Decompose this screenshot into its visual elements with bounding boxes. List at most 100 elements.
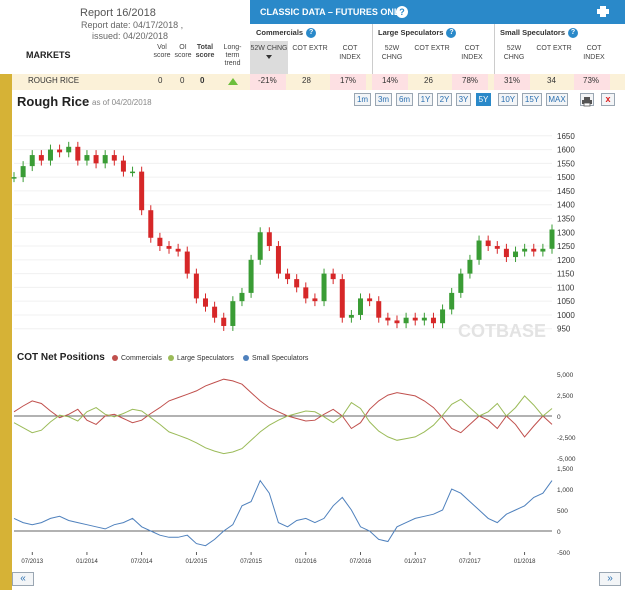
col-vol-score: Vol score: [153, 44, 171, 59]
candle-body: [458, 273, 464, 293]
candle-body: [157, 237, 163, 247]
range-button-3m[interactable]: 3m: [375, 93, 392, 106]
candle-body: [175, 248, 181, 252]
range-button-1y[interactable]: 1Y: [418, 93, 433, 106]
candle-body: [102, 155, 108, 164]
col-comm-cot-index[interactable]: COT INDEX: [339, 45, 361, 61]
help-icon[interactable]: ?: [568, 28, 579, 39]
scroll-left-button[interactable]: «: [12, 572, 34, 586]
candle-body: [376, 301, 382, 318]
price-tick-label: 1650: [557, 132, 575, 141]
comm-extr-value: 28: [302, 76, 311, 85]
x-tick-label: 07/2017: [459, 559, 481, 565]
price-tick-label: 1200: [557, 256, 575, 265]
vol-score-value: 0: [158, 76, 163, 85]
range-button-3y[interactable]: 3Y: [456, 93, 471, 106]
table-row[interactable]: ROUGH RICE 0 0 0 -21% 28 17% 14% 26 78% …: [12, 74, 625, 90]
range-button-1m[interactable]: 1m: [354, 93, 371, 106]
scroll-right-button[interactable]: »: [599, 572, 621, 586]
print-icon[interactable]: [597, 6, 609, 17]
help-icon[interactable]: ?: [396, 6, 408, 18]
candle-body: [84, 155, 90, 161]
x-tick-label: 07/2013: [21, 559, 43, 565]
chart-print-button[interactable]: [580, 93, 594, 107]
price-tick-label: 1300: [557, 228, 575, 237]
classic-data-title: CLASSIC DATA – FUTURES ONLY: [260, 7, 405, 17]
markets-label: MARKETS: [26, 50, 71, 60]
candle-body: [11, 177, 17, 179]
cot-tick-label: 5,000: [557, 372, 574, 379]
series-line-commercials: [13, 378, 553, 438]
cot-tick-label: -2,500: [557, 435, 576, 442]
candle-body: [166, 246, 172, 249]
candle-body: [312, 298, 318, 302]
report-date: Report date: 04/17/2018 ,: [81, 20, 184, 30]
col-comm-cot-extr[interactable]: COT EXTR: [292, 45, 328, 52]
group-divider: [372, 24, 373, 74]
candle-body: [266, 232, 272, 247]
col-small-cot-extr[interactable]: COT EXTR: [536, 45, 572, 52]
help-icon[interactable]: ?: [306, 28, 317, 39]
range-button-6m[interactable]: 6m: [396, 93, 413, 106]
cot-tick-label: -5,000: [557, 456, 576, 463]
x-tick-label: 07/2016: [350, 559, 372, 565]
report-header: Report 16/2018 Report date: 04/17/2018 ,…: [0, 0, 252, 74]
col-small-52w-chng[interactable]: 52W CHNG: [503, 45, 525, 61]
price-tick-label: 1250: [557, 242, 575, 251]
col-long-term-trend: Long-term trend: [223, 44, 242, 67]
print-icon: [582, 97, 592, 107]
legend-commercials[interactable]: Commercials: [112, 355, 162, 362]
candle-body: [476, 240, 482, 260]
col-total-score: Total score: [195, 44, 215, 59]
price-tick-label: 1450: [557, 187, 575, 196]
candle-body: [93, 155, 99, 164]
price-tick-label: 1000: [557, 311, 575, 320]
series-line-large-speculators: [13, 395, 553, 455]
legend-small-speculators[interactable]: Small Speculators: [243, 355, 308, 362]
candle-body: [321, 273, 327, 302]
candle-body: [549, 229, 555, 249]
cot-title: COT Net Positions: [17, 352, 105, 363]
x-tick-label: 01/2017: [404, 559, 426, 565]
candle-body: [239, 292, 245, 302]
col-large-cot-index[interactable]: COT INDEX: [461, 45, 483, 61]
x-tick-label: 07/2014: [131, 559, 153, 565]
candle-body: [248, 259, 254, 293]
comm-chng-value: -21%: [258, 76, 277, 85]
candle-body: [367, 298, 373, 302]
large-extr-value: 26: [424, 76, 433, 85]
candle-body: [20, 166, 26, 178]
group-divider: [494, 24, 495, 74]
group-small-speculators: Small Speculators?: [494, 24, 625, 41]
candle-body: [467, 259, 473, 274]
candle-body: [485, 240, 491, 247]
x-tick-label: 07/2015: [240, 559, 262, 565]
range-button-15y[interactable]: 15Y: [522, 93, 542, 106]
report-title: Report 16/2018: [80, 7, 156, 19]
price-tick-label: 950: [557, 325, 571, 334]
range-button-10y[interactable]: 10Y: [498, 93, 518, 106]
close-chart-button[interactable]: x: [601, 93, 615, 106]
trend-up-icon: [228, 78, 238, 85]
col-small-cot-index[interactable]: COT INDEX: [583, 45, 605, 61]
candle-body: [184, 251, 190, 274]
col-comm-52w-chng[interactable]: 52W CHNG: [250, 41, 288, 74]
candle-body: [339, 279, 345, 318]
candle-body: [412, 317, 418, 321]
help-icon[interactable]: ?: [446, 28, 457, 39]
candle-body: [75, 146, 81, 161]
range-button-5y[interactable]: 5Y: [476, 93, 491, 106]
range-button-max[interactable]: MAX: [546, 93, 568, 106]
range-button-2y[interactable]: 2Y: [437, 93, 452, 106]
candle-body: [394, 320, 400, 324]
price-tick-label: 1100: [557, 283, 575, 292]
price-tick-label: 1600: [557, 146, 575, 155]
candle-body: [513, 251, 519, 258]
total-score-value: 0: [200, 76, 205, 85]
legend-large-speculators[interactable]: Large Speculators: [168, 355, 234, 362]
market-name[interactable]: ROUGH RICE: [28, 76, 80, 85]
col-large-cot-extr[interactable]: COT EXTR: [414, 45, 450, 52]
col-large-52w-chng[interactable]: 52W CHNG: [381, 45, 403, 61]
x-tick-label: 01/2016: [295, 559, 317, 565]
oi-score-value: 0: [180, 76, 185, 85]
